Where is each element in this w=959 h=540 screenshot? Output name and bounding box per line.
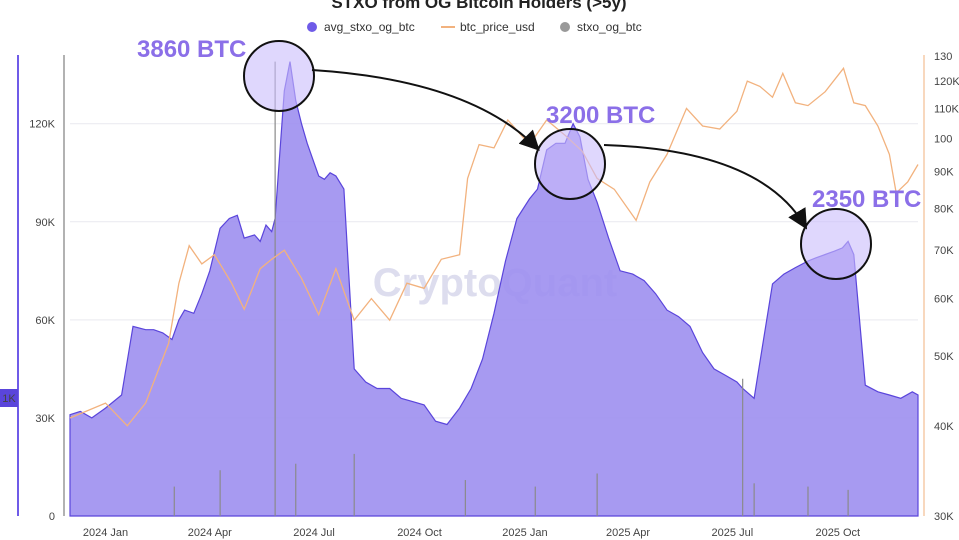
x-tick-7: 2025 Oct (815, 527, 860, 539)
highlight-circle-0 (243, 40, 315, 112)
x-tick-3: 2024 Oct (397, 527, 442, 539)
y-right-tick-3: 60K (934, 294, 954, 306)
annotation-label-1: 3200 BTC (546, 102, 655, 129)
y-left-tick-3: 90K (35, 217, 55, 229)
y-right-tick-4: 70K (934, 245, 954, 257)
x-tick-2: 2024 Jul (293, 527, 335, 539)
legend-label-0: avg_stxo_og_btc (324, 20, 415, 34)
arrow-1 (311, 69, 540, 151)
series-stxo-og-btc (173, 61, 849, 516)
y-right-tick-1: 40K (934, 421, 954, 433)
legend: avg_stxo_og_btc btc_price_usd stxo_og_btc (307, 20, 642, 34)
annotation-label-0: 3860 BTC (137, 36, 246, 63)
y-right-tick-2: 50K (934, 351, 954, 363)
axes: 0 30K 60K 90K 120K 1K 30K 40K 50K 60K 70K 80K 90K 100… (0, 51, 959, 539)
y-left-tick-4: 120K (29, 119, 55, 131)
y-right-tick-8: 110K (934, 103, 959, 115)
y-right-tick-5: 80K (934, 203, 954, 215)
x-tick-4: 2025 Jan (502, 527, 547, 539)
legend-label-1: btc_price_usd (460, 20, 535, 34)
y-left-tick-2: 60K (35, 315, 55, 327)
y-right-tick-9: 120K (934, 76, 959, 88)
y-left-tick-0: 0 (49, 511, 55, 523)
area-avg-stxo (69, 61, 919, 517)
y-right-tick-7: 100 (934, 133, 952, 145)
x-tick-1: 2024 Apr (188, 527, 232, 539)
x-tick-6: 2025 Jul (712, 527, 754, 539)
annotation-label-2: 2350 BTC (812, 186, 921, 213)
y-left-tick-1: 30K (35, 413, 55, 425)
legend-marker-2 (560, 22, 570, 32)
current-value-badge (0, 389, 18, 407)
y-right-tick-6: 90K (934, 166, 954, 178)
series-avg-stxo (69, 61, 919, 517)
y-right-tick-0: 30K (934, 511, 954, 523)
chart-title: STXO from OG Bitcoin Holders (>5y) (331, 0, 626, 12)
annotations: 3860 BTC 3200 BTC 2350 BTC (137, 36, 921, 280)
current-value-label: 1K (2, 393, 16, 405)
highlight-circle-2 (800, 208, 872, 280)
x-tick-5: 2025 Apr (606, 527, 650, 539)
x-tick-0: 2024 Jan (83, 527, 128, 539)
legend-marker-0 (307, 22, 317, 32)
highlight-circle-1 (534, 128, 606, 200)
y-right-tick-10: 130 (934, 51, 952, 63)
legend-label-2: stxo_og_btc (577, 20, 642, 34)
arrow-2 (603, 144, 808, 230)
